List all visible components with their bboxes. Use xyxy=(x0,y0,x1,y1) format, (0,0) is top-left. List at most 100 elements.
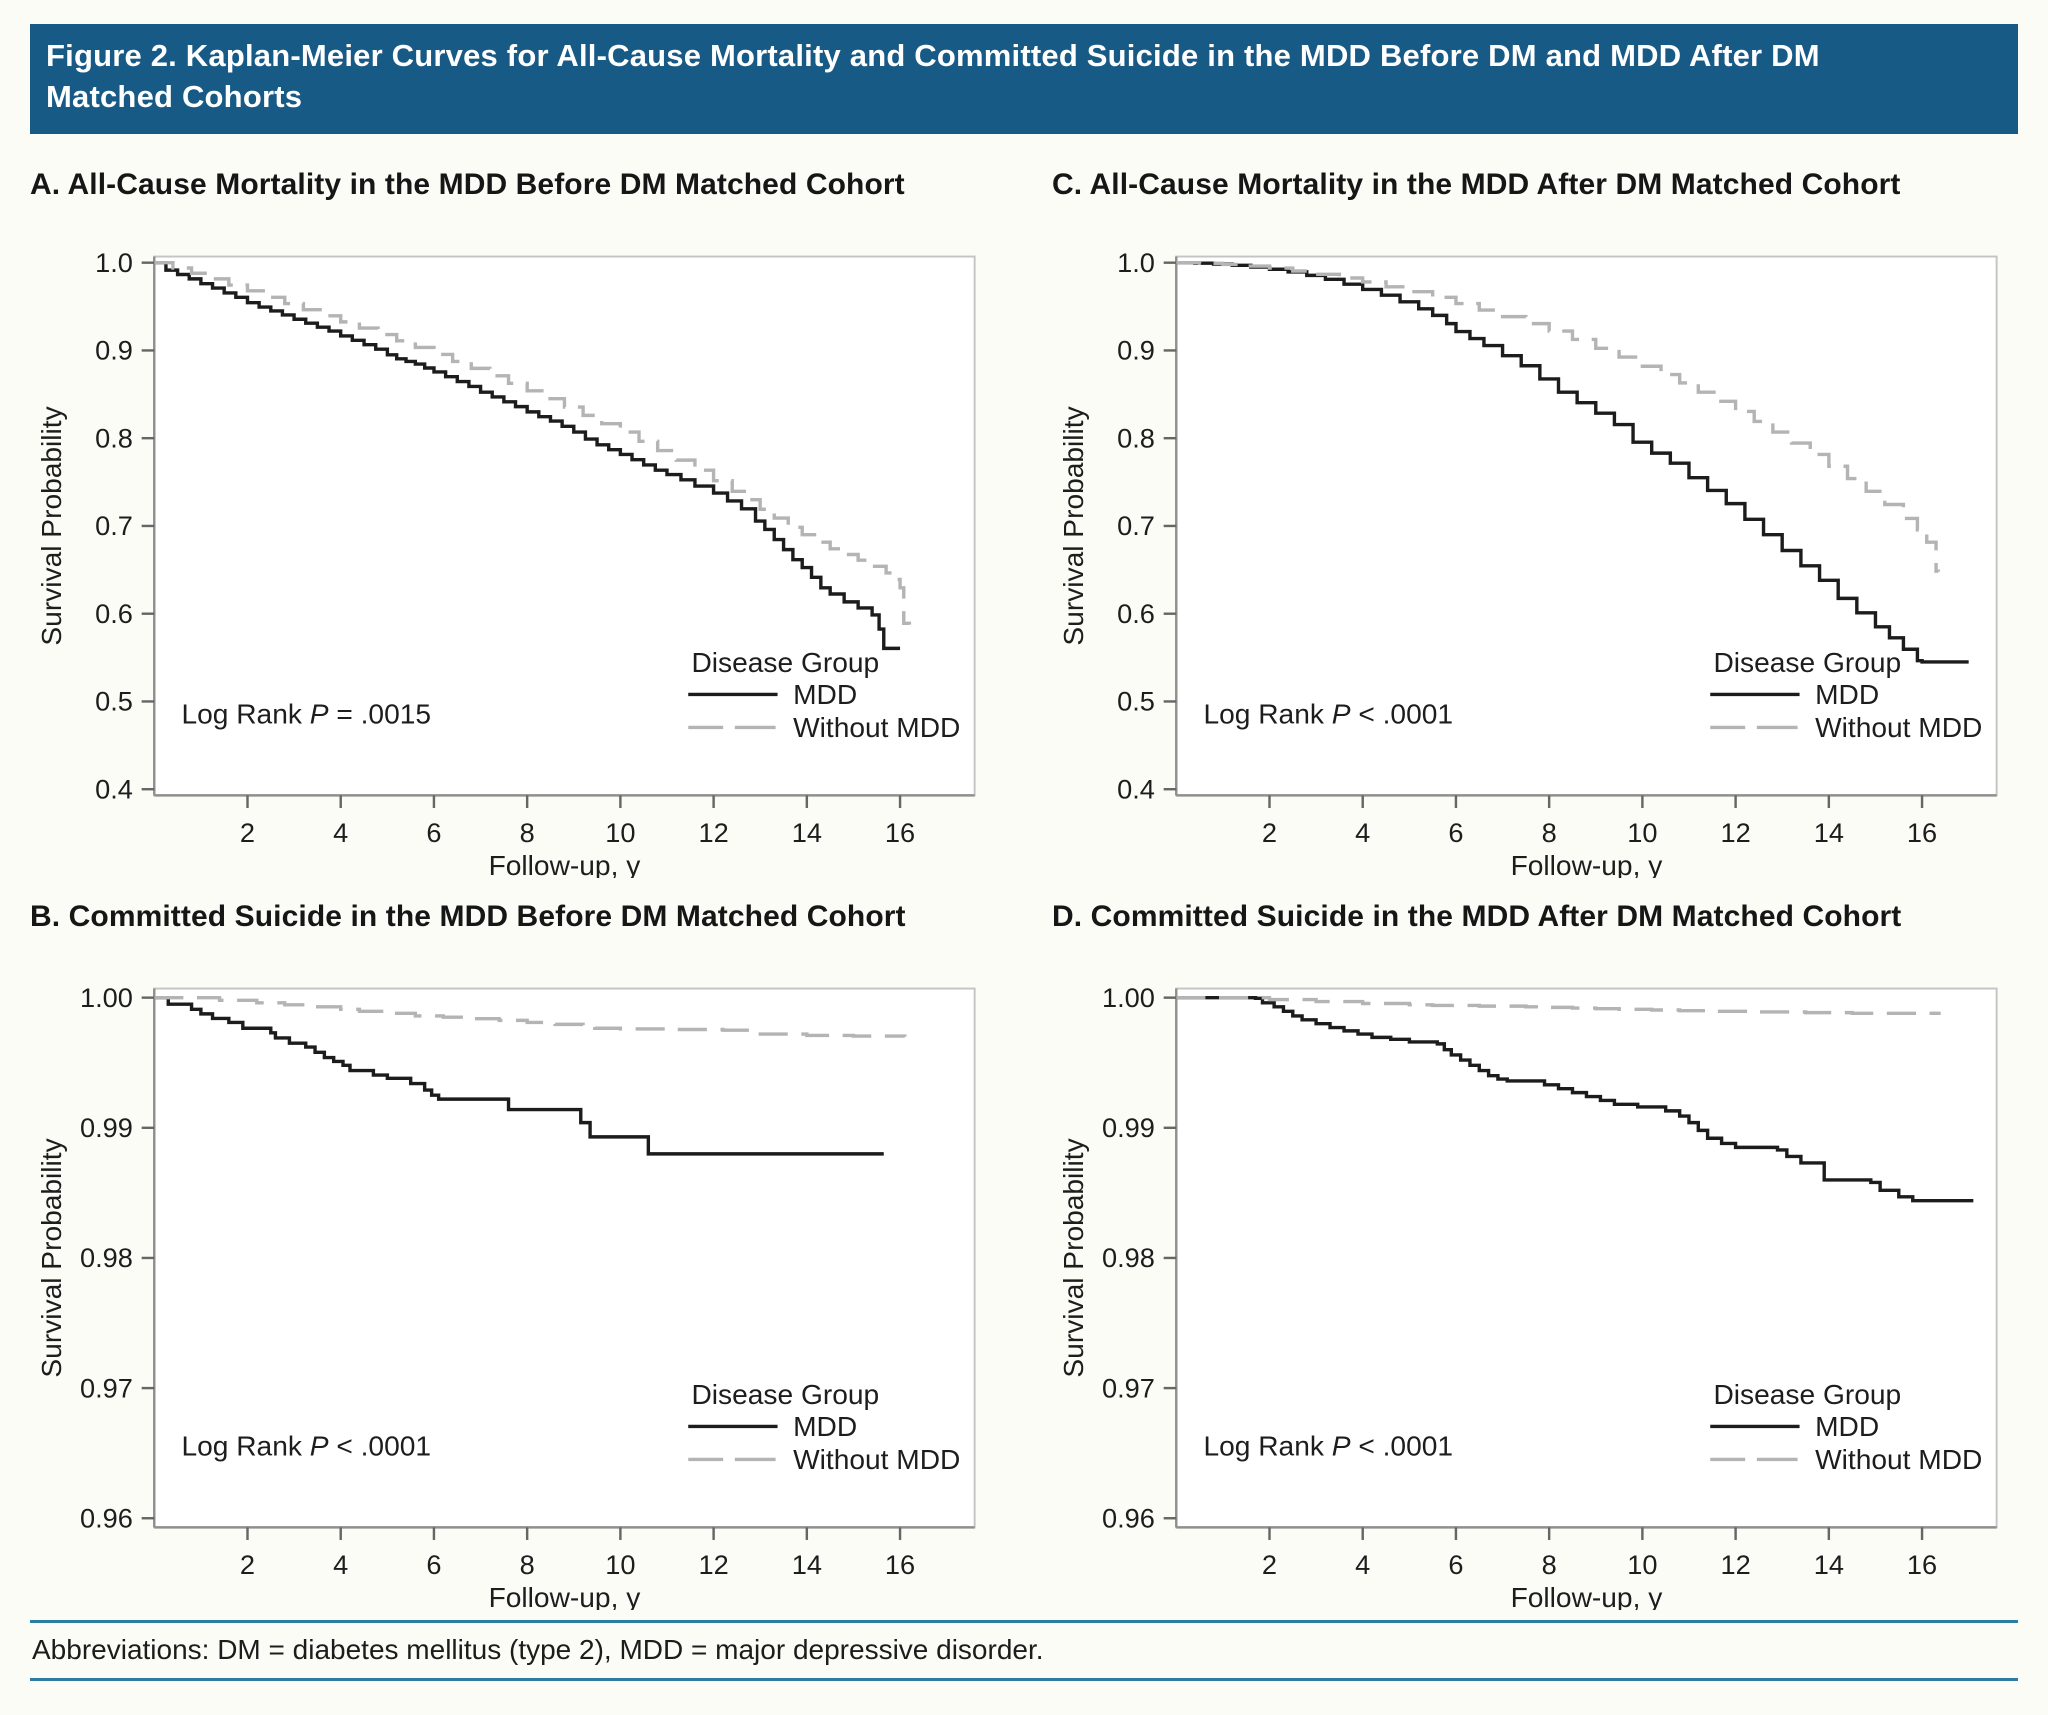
y-tick-label: 1.00 xyxy=(1102,982,1155,1013)
series-mdd xyxy=(1176,995,1974,1203)
legend-label: MDD xyxy=(1815,679,1879,710)
y-axis-label: Survival Probability xyxy=(1058,1137,1089,1377)
footer-divider-bottom xyxy=(30,1677,2018,1681)
panel-a: A. All-Cause Mortality in the MDD Before… xyxy=(30,168,996,878)
x-axis-label: Follow-up, y xyxy=(1511,850,1664,878)
panel-c: C. All-Cause Mortality in the MDD After … xyxy=(1052,168,2018,878)
legend-label: Without MDD xyxy=(793,1444,960,1475)
abbreviations-note: Abbreviations: DM = diabetes mellitus (t… xyxy=(32,1633,1044,1665)
panel-a-title: A. All-Cause Mortality in the MDD Before… xyxy=(30,167,905,201)
y-tick-label: 0.97 xyxy=(80,1372,133,1403)
x-axis-label: Follow-up, y xyxy=(489,1582,642,1610)
x-tick-label: 16 xyxy=(885,817,915,848)
x-tick-label: 10 xyxy=(605,1549,635,1580)
x-tick-label: 14 xyxy=(792,817,822,848)
log-rank-annotation: Log Rank P < .0001 xyxy=(1203,1430,1453,1461)
x-tick-label: 6 xyxy=(426,817,441,848)
y-tick-label: 0.8 xyxy=(1117,422,1155,453)
footer-divider-top xyxy=(30,1619,2018,1623)
y-tick-label: 0.6 xyxy=(95,598,133,629)
legend-title: Disease Group xyxy=(1713,1379,1901,1410)
x-tick-label: 4 xyxy=(1355,817,1370,848)
x-tick-label: 12 xyxy=(698,1549,728,1580)
series-mdd xyxy=(1176,260,1969,664)
y-tick-label: 0.98 xyxy=(80,1242,133,1273)
figure-header: Figure 2. Kaplan-Meier Curves for All-Ca… xyxy=(30,24,2018,134)
y-tick-label: 0.97 xyxy=(1102,1372,1155,1403)
axes: 1.00 0.99 0.98 0.97 0.96 2 4 6 8 10 12 14 16 xyxy=(1102,982,1998,1580)
x-tick-label: 6 xyxy=(1448,817,1463,848)
legend-title: Disease Group xyxy=(1713,647,1901,678)
x-tick-label: 10 xyxy=(1627,1549,1657,1580)
panel-c-title: C. All-Cause Mortality in the MDD After … xyxy=(1052,167,1901,201)
y-tick-label: 0.99 xyxy=(1102,1112,1155,1143)
figure-page: Figure 2. Kaplan-Meier Curves for All-Ca… xyxy=(30,24,2018,1681)
x-tick-label: 2 xyxy=(240,1549,255,1580)
axes: 1.0 0.9 0.8 0.7 0.6 0.5 0.4 2 4 6 8 10 12 14 16 xyxy=(1117,247,1998,848)
figure-footer: Abbreviations: DM = diabetes mellitus (t… xyxy=(30,1619,2018,1681)
legend-title: Disease Group xyxy=(691,1379,879,1410)
x-tick-label: 10 xyxy=(605,817,635,848)
x-tick-label: 8 xyxy=(520,1549,535,1580)
legend-label: MDD xyxy=(1815,1411,1879,1442)
x-tick-label: 8 xyxy=(1542,817,1557,848)
legend-label: MDD xyxy=(793,679,857,710)
y-tick-label: 0.98 xyxy=(1102,1242,1155,1273)
x-tick-label: 14 xyxy=(792,1549,822,1580)
x-tick-label: 6 xyxy=(1448,1549,1463,1580)
y-tick-label: 0.96 xyxy=(1102,1502,1155,1533)
y-tick-label: 0.7 xyxy=(95,510,133,541)
series-mdd xyxy=(154,995,884,1156)
x-tick-label: 2 xyxy=(240,817,255,848)
y-tick-label: 0.7 xyxy=(1117,510,1155,541)
y-axis-label: Survival Probability xyxy=(36,405,67,645)
x-tick-label: 4 xyxy=(1355,1549,1370,1580)
log-rank-annotation: Log Rank P < .0001 xyxy=(181,1430,431,1461)
y-tick-label: 0.4 xyxy=(1117,773,1155,804)
panel-b-chart: 1.00 0.99 0.98 0.97 0.96 2 4 6 8 10 12 14 16 Follow-u… xyxy=(36,982,976,1610)
panel-c-chart: 1.0 0.9 0.8 0.7 0.6 0.5 0.4 2 4 6 8 10 12 14 16 Follow-… xyxy=(1058,247,1998,878)
x-axis-label: Follow-up, y xyxy=(489,850,642,878)
y-tick-label: 0.96 xyxy=(80,1502,133,1533)
x-tick-label: 4 xyxy=(333,817,348,848)
y-tick-label: 0.5 xyxy=(95,686,133,717)
y-tick-label: 0.8 xyxy=(95,422,133,453)
y-tick-label: 1.0 xyxy=(95,247,133,278)
x-tick-label: 2 xyxy=(1262,1549,1277,1580)
panels-grid: A. All-Cause Mortality in the MDD Before… xyxy=(30,168,2018,1610)
y-tick-label: 0.5 xyxy=(1117,686,1155,717)
x-tick-label: 8 xyxy=(520,817,535,848)
series-without-mdd xyxy=(1176,995,1941,1015)
x-tick-label: 12 xyxy=(1720,817,1750,848)
panel-a-chart: 1.0 0.9 0.8 0.7 0.6 0.5 0.4 2 4 6 8 10 12 14 16 Follow-… xyxy=(36,247,976,878)
x-tick-label: 2 xyxy=(1262,817,1277,848)
x-tick-label: 14 xyxy=(1814,1549,1844,1580)
x-tick-label: 6 xyxy=(426,1549,441,1580)
x-tick-label: 12 xyxy=(698,817,728,848)
x-axis-label: Follow-up, y xyxy=(1511,1582,1664,1610)
y-tick-label: 1.0 xyxy=(1117,247,1155,278)
x-tick-label: 4 xyxy=(333,1549,348,1580)
panel-d: D. Committed Suicide in the MDD After DM… xyxy=(1052,900,2018,1610)
series-without-mdd xyxy=(1176,260,1941,573)
panel-d-chart: 1.00 0.99 0.98 0.97 0.96 2 4 6 8 10 12 14 16 Follow-u… xyxy=(1058,982,1998,1610)
panel-b-title: B. Committed Suicide in the MDD Before D… xyxy=(30,899,906,933)
y-tick-label: 0.99 xyxy=(80,1112,133,1143)
x-tick-label: 10 xyxy=(1627,817,1657,848)
legend-label: Without MDD xyxy=(1815,712,1982,743)
series-without-mdd xyxy=(154,260,912,625)
x-tick-label: 12 xyxy=(1720,1549,1750,1580)
panel-d-title: D. Committed Suicide in the MDD After DM… xyxy=(1052,899,1902,933)
log-rank-annotation: Log Rank P < .0001 xyxy=(1203,698,1453,729)
y-tick-label: 0.4 xyxy=(95,773,133,804)
legend-label: MDD xyxy=(793,1411,857,1442)
axes: 1.00 0.99 0.98 0.97 0.96 2 4 6 8 10 12 14 16 xyxy=(80,982,976,1580)
x-tick-label: 16 xyxy=(1907,817,1937,848)
y-tick-label: 0.9 xyxy=(95,334,133,365)
axes: 1.0 0.9 0.8 0.7 0.6 0.5 0.4 2 4 6 8 10 12 14 16 xyxy=(95,247,976,848)
y-tick-label: 0.9 xyxy=(1117,334,1155,365)
legend-label: Without MDD xyxy=(793,712,960,743)
